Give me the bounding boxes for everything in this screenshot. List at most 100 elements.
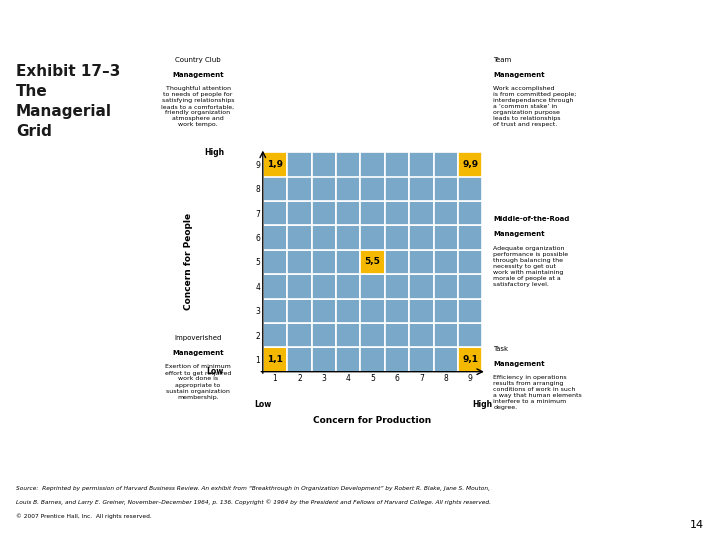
Bar: [287, 201, 312, 225]
Text: Managerial: Managerial: [16, 104, 112, 119]
Text: Management: Management: [172, 350, 224, 356]
Bar: [312, 225, 336, 249]
Bar: [409, 274, 433, 299]
Text: Exertion of minimum
effort to get required
work done is
appropriate to
sustain o: Exertion of minimum effort to get requir…: [165, 364, 231, 400]
Text: 9,1: 9,1: [462, 355, 478, 364]
Bar: [361, 274, 384, 299]
Bar: [433, 225, 458, 249]
Bar: [336, 152, 361, 177]
Bar: [336, 249, 361, 274]
Text: Management: Management: [493, 361, 545, 367]
Bar: [287, 299, 312, 323]
Bar: [433, 152, 458, 177]
Text: Thoughtful attention
to needs of people for
satisfying relationships
leads to a : Thoughtful attention to needs of people …: [161, 86, 235, 127]
Bar: [458, 201, 482, 225]
Bar: [458, 152, 482, 177]
Bar: [287, 152, 312, 177]
Bar: [384, 347, 409, 372]
Text: High: High: [472, 400, 492, 409]
Text: High: High: [204, 147, 225, 157]
Bar: [361, 299, 384, 323]
Text: Country Club: Country Club: [175, 57, 221, 63]
Text: Source:  Reprinted by permission of Harvard Business Review. An exhibit from “Br: Source: Reprinted by permission of Harva…: [16, 486, 490, 491]
Bar: [433, 323, 458, 347]
Bar: [263, 323, 287, 347]
Bar: [433, 177, 458, 201]
Text: Grid: Grid: [16, 124, 52, 139]
Bar: [458, 177, 482, 201]
Bar: [384, 323, 409, 347]
Bar: [433, 249, 458, 274]
Bar: [312, 249, 336, 274]
Text: Management: Management: [493, 72, 545, 78]
Text: Middle-of-the-Road: Middle-of-the-Road: [493, 216, 570, 222]
Bar: [336, 225, 361, 249]
Bar: [263, 201, 287, 225]
Bar: [409, 201, 433, 225]
Bar: [263, 347, 287, 372]
Bar: [263, 152, 287, 177]
Text: Team: Team: [493, 57, 511, 63]
Bar: [458, 274, 482, 299]
Bar: [312, 177, 336, 201]
Text: Work accomplished
is from committed people;
interdependance through
a ‘common st: Work accomplished is from committed peop…: [493, 86, 577, 127]
Bar: [409, 225, 433, 249]
Bar: [458, 225, 482, 249]
Bar: [361, 201, 384, 225]
Bar: [433, 274, 458, 299]
Bar: [361, 152, 384, 177]
Bar: [409, 323, 433, 347]
Text: Task: Task: [493, 346, 508, 352]
Bar: [287, 323, 312, 347]
Text: 5,5: 5,5: [364, 258, 381, 266]
Bar: [336, 201, 361, 225]
Bar: [263, 225, 287, 249]
Bar: [263, 177, 287, 201]
Bar: [336, 274, 361, 299]
Bar: [361, 225, 384, 249]
Text: Adequate organization
performance is possible
through balancing the
necessity to: Adequate organization performance is pos…: [493, 246, 568, 287]
Bar: [336, 323, 361, 347]
Bar: [458, 249, 482, 274]
Bar: [384, 201, 409, 225]
Text: Low: Low: [206, 367, 223, 376]
Bar: [312, 274, 336, 299]
Text: Efficiency in operations
results from arranging
conditions of work in such
a way: Efficiency in operations results from ar…: [493, 375, 582, 410]
Bar: [458, 323, 482, 347]
Text: Management: Management: [493, 231, 545, 237]
Bar: [312, 201, 336, 225]
Text: © 2007 Prentice Hall, Inc.  All rights reserved.: © 2007 Prentice Hall, Inc. All rights re…: [16, 513, 152, 518]
Text: Management: Management: [172, 72, 224, 78]
Bar: [384, 225, 409, 249]
Bar: [263, 249, 287, 274]
Bar: [287, 225, 312, 249]
Bar: [312, 323, 336, 347]
Bar: [409, 177, 433, 201]
Bar: [433, 299, 458, 323]
Bar: [384, 152, 409, 177]
Bar: [384, 177, 409, 201]
Bar: [263, 274, 287, 299]
Text: Exhibit 17–3: Exhibit 17–3: [16, 64, 120, 79]
Text: Concern for Production: Concern for Production: [313, 415, 432, 424]
Bar: [361, 323, 384, 347]
Text: 14: 14: [690, 520, 704, 530]
Bar: [336, 177, 361, 201]
Bar: [287, 177, 312, 201]
Text: Louis B. Barnes, and Larry E. Greiner, November–December 1964, p. 136. Copyright: Louis B. Barnes, and Larry E. Greiner, N…: [16, 500, 491, 505]
Text: Concern for People: Concern for People: [184, 213, 193, 310]
Text: The: The: [16, 84, 48, 99]
Bar: [361, 347, 384, 372]
Text: 1,9: 1,9: [267, 160, 283, 169]
Bar: [458, 299, 482, 323]
Bar: [336, 347, 361, 372]
Bar: [287, 347, 312, 372]
Bar: [312, 152, 336, 177]
Bar: [409, 347, 433, 372]
Bar: [312, 347, 336, 372]
Text: 1,1: 1,1: [267, 355, 283, 364]
Bar: [263, 299, 287, 323]
Bar: [384, 249, 409, 274]
Bar: [433, 201, 458, 225]
Bar: [384, 299, 409, 323]
